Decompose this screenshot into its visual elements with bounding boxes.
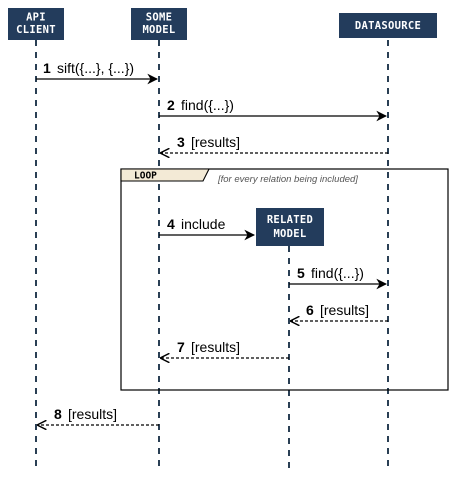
- message-2: 2 find({...}): [159, 97, 388, 122]
- svg-text:RELATED: RELATED: [267, 214, 313, 226]
- svg-text:DATASOURCE: DATASOURCE: [355, 20, 421, 32]
- loop-guard: [for every relation being included]: [217, 174, 358, 185]
- svg-text:find({...}): find({...}): [181, 97, 234, 113]
- message-3: 3 [results]: [161, 134, 388, 153]
- svg-text:6: 6: [306, 302, 314, 318]
- loop-frame: [120, 168, 449, 391]
- message-4: 4 include: [159, 216, 256, 241]
- svg-text:2: 2: [167, 97, 175, 113]
- svg-text:7: 7: [177, 339, 185, 355]
- participant-datasource: DATASOURCE: [339, 13, 437, 38]
- svg-text:API: API: [26, 12, 46, 24]
- message-6: 6 [results]: [291, 302, 388, 321]
- svg-text:4: 4: [167, 216, 175, 232]
- svg-text:[results]: [results]: [320, 302, 369, 318]
- svg-text:find({...}): find({...}): [311, 265, 364, 281]
- svg-text:5: 5: [297, 265, 305, 281]
- message-5: 5 find({...}): [289, 265, 388, 290]
- message-1: 1 sift({...}, {...}): [36, 60, 159, 85]
- svg-text:include: include: [181, 216, 226, 232]
- svg-text:SOME: SOME: [146, 12, 173, 24]
- message-8: 8 [results]: [38, 406, 159, 425]
- svg-text:[results]: [results]: [191, 339, 240, 355]
- loop-label: LOOP: [134, 171, 157, 182]
- svg-text:8: 8: [54, 406, 62, 422]
- svg-text:1: 1: [43, 60, 51, 76]
- svg-text:CLIENT: CLIENT: [16, 24, 56, 36]
- svg-text:[results]: [results]: [191, 134, 240, 150]
- svg-text:[results]: [results]: [68, 406, 117, 422]
- participant-api-client: API CLIENT: [8, 8, 64, 40]
- participant-related-model: RELATED MODEL: [256, 208, 324, 246]
- svg-text:MODEL: MODEL: [142, 24, 175, 36]
- message-7: 7 [results]: [161, 339, 289, 358]
- participant-some-model: SOME MODEL: [131, 8, 187, 40]
- loop-tab: [120, 168, 210, 182]
- svg-text:3: 3: [177, 134, 185, 150]
- svg-text:sift({...}, {...}): sift({...}, {...}): [57, 60, 134, 76]
- svg-text:MODEL: MODEL: [273, 228, 306, 240]
